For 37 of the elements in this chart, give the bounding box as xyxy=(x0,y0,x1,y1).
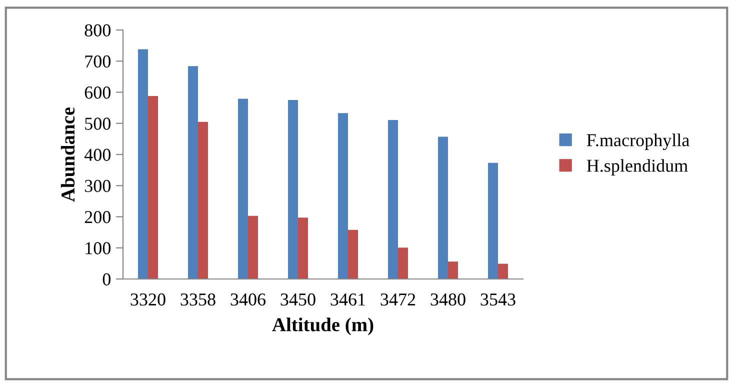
x-tick-label: 3543 xyxy=(480,293,516,306)
bar xyxy=(148,96,158,279)
y-tick-label: 200 xyxy=(84,211,111,224)
y-tick-label: 700 xyxy=(85,55,111,68)
bar xyxy=(238,98,248,279)
x-tick-label: 3450 xyxy=(280,293,316,306)
x-tick-label: 3406 xyxy=(230,293,266,306)
bar xyxy=(138,49,148,279)
y-tick-label: 800 xyxy=(84,24,111,36)
y-tick-label: 600 xyxy=(84,86,111,99)
bar xyxy=(338,113,348,279)
x-axis-title: Altitude (m) xyxy=(272,318,374,336)
y-tick-label: 100 xyxy=(86,242,111,254)
x-tick-label: 3320 xyxy=(130,293,166,306)
legend-label: F.macrophylla xyxy=(586,134,690,150)
bar xyxy=(298,218,308,279)
bar xyxy=(348,230,358,279)
bar xyxy=(498,264,508,279)
bar xyxy=(488,162,498,279)
y-tick-label: 300 xyxy=(84,180,111,192)
x-tick-label: 3480 xyxy=(430,293,466,306)
y-tick-label: 400 xyxy=(84,148,111,161)
bar xyxy=(438,136,448,279)
legend-label: H.splendidum xyxy=(586,159,688,176)
bar xyxy=(398,248,408,279)
y-axis-title: Abundance xyxy=(60,107,75,202)
bar xyxy=(388,120,398,279)
bar xyxy=(448,262,458,279)
bar xyxy=(188,66,198,279)
x-tick-label: 3472 xyxy=(380,293,416,306)
y-tick-label: 0 xyxy=(102,273,111,286)
x-tick-label: 3461 xyxy=(330,293,365,306)
bar xyxy=(288,100,298,279)
bar xyxy=(248,216,258,279)
bar xyxy=(198,122,208,279)
x-tick-label: 3358 xyxy=(180,293,216,306)
y-tick-label: 500 xyxy=(85,118,111,130)
